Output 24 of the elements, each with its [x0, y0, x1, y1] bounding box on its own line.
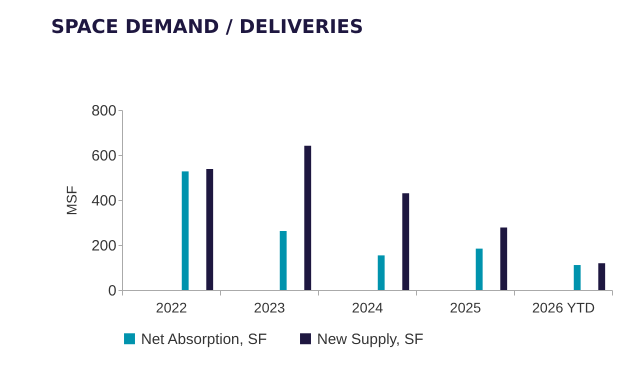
bar: [182, 171, 189, 290]
bar: [476, 248, 483, 290]
x-tick-label: 2023: [254, 300, 286, 316]
bar: [378, 255, 385, 290]
bar: [500, 227, 508, 290]
y-tick-label: 400: [91, 192, 116, 210]
legend-label: Net Absorption, SF: [141, 330, 267, 348]
bar: [304, 146, 312, 290]
chart-title: SPACE DEMAND / DELIVERIES: [50, 16, 364, 38]
bar: [280, 231, 287, 290]
y-tick-label: 600: [91, 148, 116, 164]
x-tick-label: 2022: [156, 300, 188, 316]
x-tick-label: 2026 YTD: [532, 300, 595, 316]
legend-label: New Supply, SF: [317, 330, 424, 348]
bar: [598, 263, 606, 290]
y-axis-title: MSF: [63, 186, 80, 216]
x-tick-label: 2025: [450, 300, 482, 316]
bar: [574, 265, 581, 290]
y-tick-label: 800: [91, 102, 116, 120]
bar: [206, 168, 214, 290]
bar: [402, 193, 410, 290]
x-tick-label: 2024: [352, 300, 384, 316]
y-tick-label: 0: [108, 282, 116, 300]
y-tick-label: 200: [91, 238, 116, 254]
